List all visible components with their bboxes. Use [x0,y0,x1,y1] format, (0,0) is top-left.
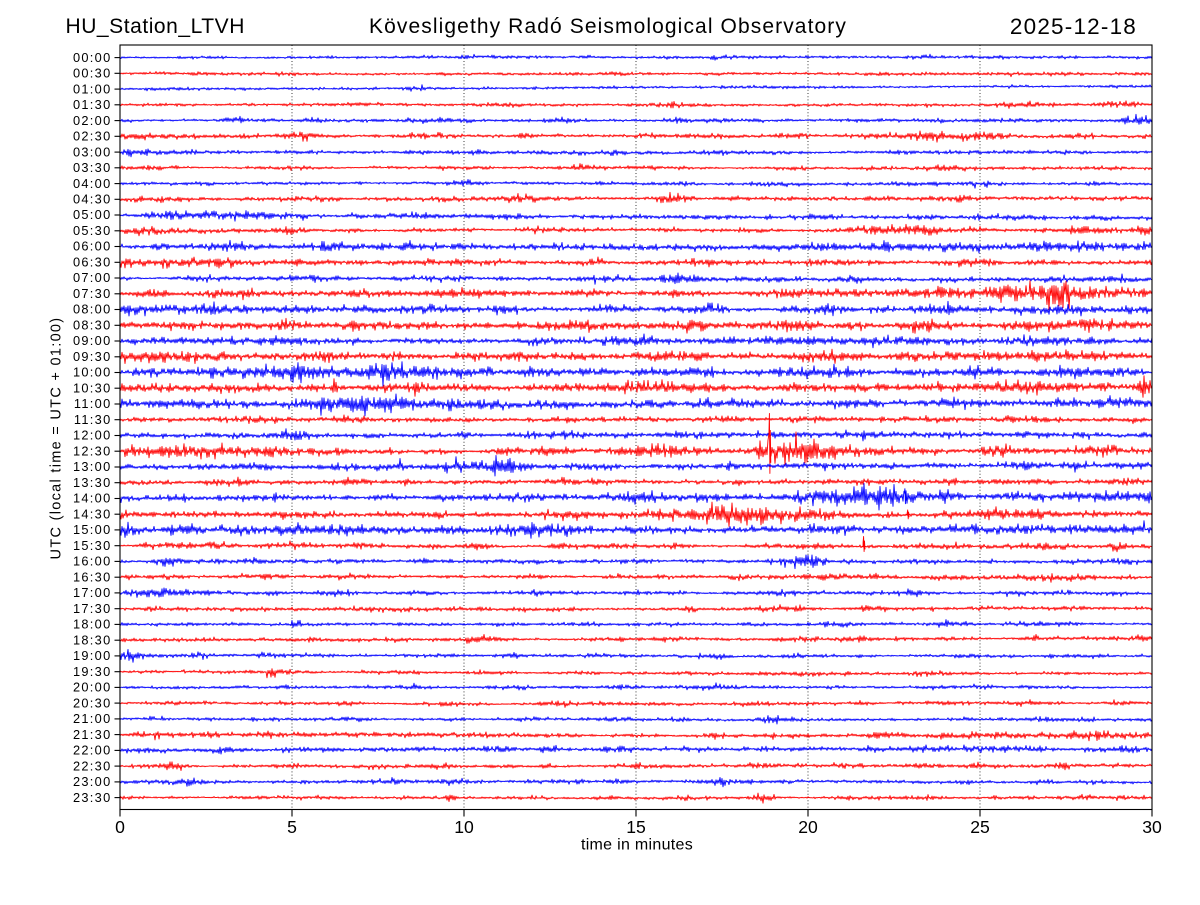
svg-text:11:00: 11:00 [74,396,112,411]
svg-text:17:30: 17:30 [73,601,112,616]
svg-text:HU_Station_LTVH: HU_Station_LTVH [66,15,245,38]
svg-text:10:30: 10:30 [73,380,112,395]
svg-text:09:30: 09:30 [73,349,112,364]
svg-text:2025-12-18: 2025-12-18 [1010,14,1137,39]
svg-text:23:30: 23:30 [73,790,112,805]
svg-text:03:30: 03:30 [73,160,112,175]
svg-text:02:30: 02:30 [73,129,112,144]
svg-text:18:00: 18:00 [73,617,112,632]
svg-text:08:30: 08:30 [73,318,112,333]
svg-text:16:30: 16:30 [73,569,112,584]
svg-text:05:30: 05:30 [73,223,112,238]
svg-text:0: 0 [115,817,125,837]
svg-text:17:00: 17:00 [73,585,112,600]
svg-text:07:00: 07:00 [73,270,112,285]
svg-text:00:30: 00:30 [73,66,112,81]
svg-text:20:30: 20:30 [73,695,112,710]
svg-text:25: 25 [970,817,990,837]
svg-text:07:30: 07:30 [73,286,112,301]
svg-text:00:00: 00:00 [73,50,112,65]
svg-text:time in minutes: time in minutes [581,837,693,854]
svg-text:01:00: 01:00 [73,81,112,96]
svg-text:09:00: 09:00 [73,333,112,348]
svg-text:22:30: 22:30 [73,758,112,773]
svg-text:12:30: 12:30 [73,443,112,458]
svg-text:5: 5 [287,817,297,837]
svg-text:30: 30 [1142,817,1162,837]
svg-text:UTC (local time = UTC + 01:00): UTC (local time = UTC + 01:00) [49,317,65,560]
svg-text:10:00: 10:00 [73,365,112,380]
svg-text:Kövesligethy Radó Seismologica: Kövesligethy Radó Seismological Observat… [369,15,847,38]
svg-text:15: 15 [626,817,646,837]
svg-text:23:00: 23:00 [73,774,112,789]
svg-text:10: 10 [454,817,474,837]
svg-text:06:00: 06:00 [73,239,112,254]
svg-text:19:00: 19:00 [73,648,112,663]
svg-text:21:30: 21:30 [73,727,112,742]
svg-text:19:30: 19:30 [73,664,112,679]
svg-text:15:00: 15:00 [73,522,112,537]
svg-text:13:30: 13:30 [73,475,112,490]
svg-text:12:00: 12:00 [73,428,112,443]
svg-text:06:30: 06:30 [73,255,112,270]
svg-text:21:00: 21:00 [73,711,112,726]
svg-text:20: 20 [798,817,818,837]
svg-text:22:00: 22:00 [73,743,112,758]
svg-text:02:00: 02:00 [73,113,112,128]
svg-text:15:30: 15:30 [73,538,112,553]
svg-text:05:00: 05:00 [73,207,112,222]
svg-text:03:00: 03:00 [73,144,112,159]
svg-text:08:00: 08:00 [73,302,112,317]
svg-text:11:30: 11:30 [74,412,112,427]
svg-text:16:00: 16:00 [73,554,112,569]
svg-text:14:00: 14:00 [73,491,112,506]
svg-text:14:30: 14:30 [73,506,112,521]
svg-text:04:00: 04:00 [73,176,112,191]
svg-text:13:00: 13:00 [73,459,112,474]
svg-text:04:30: 04:30 [73,192,112,207]
svg-text:01:30: 01:30 [73,97,112,112]
svg-text:20:00: 20:00 [73,680,112,695]
svg-text:18:30: 18:30 [73,632,112,647]
